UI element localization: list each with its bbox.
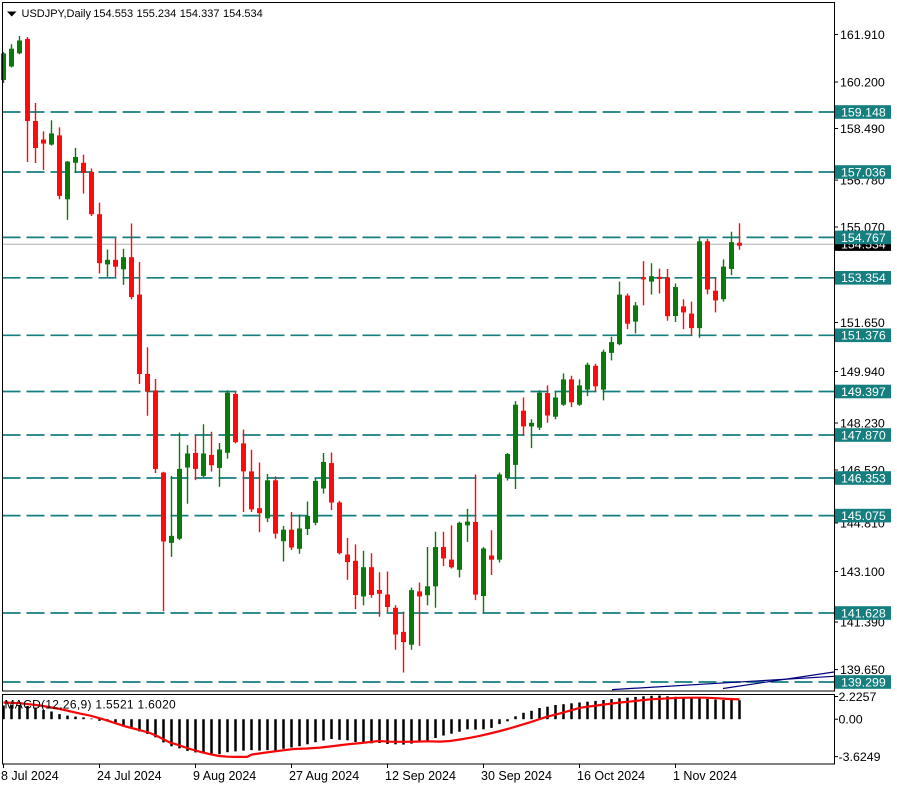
svg-text:159.148: 159.148	[841, 105, 886, 119]
svg-text:2.2257: 2.2257	[839, 690, 877, 704]
svg-text:147.870: 147.870	[841, 428, 886, 442]
svg-text:16 Oct 2024: 16 Oct 2024	[577, 769, 645, 783]
svg-text:158.490: 158.490	[840, 122, 885, 136]
svg-text:30 Sep 2024: 30 Sep 2024	[481, 769, 552, 783]
svg-text:0.00: 0.00	[839, 713, 863, 727]
svg-text:154.553: 154.553	[93, 8, 133, 20]
svg-text:157.036: 157.036	[841, 165, 886, 179]
svg-text:154.767: 154.767	[841, 231, 886, 245]
svg-text:1 Nov 2024: 1 Nov 2024	[673, 769, 737, 783]
svg-text:24 Jul 2024: 24 Jul 2024	[97, 769, 162, 783]
svg-text:151.376: 151.376	[841, 329, 886, 343]
svg-text:146.353: 146.353	[841, 471, 886, 485]
svg-text:-3.6249: -3.6249	[839, 750, 881, 764]
svg-text:155.234: 155.234	[137, 8, 177, 20]
svg-text:154.337: 154.337	[180, 8, 220, 20]
svg-text:154.534: 154.534	[223, 8, 263, 20]
svg-text:149.940: 149.940	[840, 365, 885, 379]
svg-text:MACD(12,26,9) 1.5521 1.6020: MACD(12,26,9) 1.5521 1.6020	[5, 698, 177, 712]
svg-text:12 Sep 2024: 12 Sep 2024	[385, 769, 456, 783]
svg-text:27 Aug 2024: 27 Aug 2024	[289, 769, 359, 783]
svg-text:139.299: 139.299	[841, 675, 886, 689]
svg-text:139.650: 139.650	[840, 663, 885, 677]
svg-text:145.075: 145.075	[841, 509, 886, 523]
svg-text:8 Jul 2024: 8 Jul 2024	[1, 769, 59, 783]
svg-text:161.910: 161.910	[840, 28, 885, 42]
svg-text:151.650: 151.650	[840, 316, 885, 330]
svg-text:148.230: 148.230	[840, 416, 885, 430]
svg-text:149.397: 149.397	[841, 385, 886, 399]
svg-text:141.628: 141.628	[841, 606, 886, 620]
svg-text:160.200: 160.200	[840, 75, 885, 89]
svg-text:9 Aug 2024: 9 Aug 2024	[193, 769, 256, 783]
svg-text:153.354: 153.354	[841, 271, 886, 285]
svg-text:USDJPY,Daily: USDJPY,Daily	[22, 8, 92, 20]
svg-text:143.100: 143.100	[840, 565, 885, 579]
